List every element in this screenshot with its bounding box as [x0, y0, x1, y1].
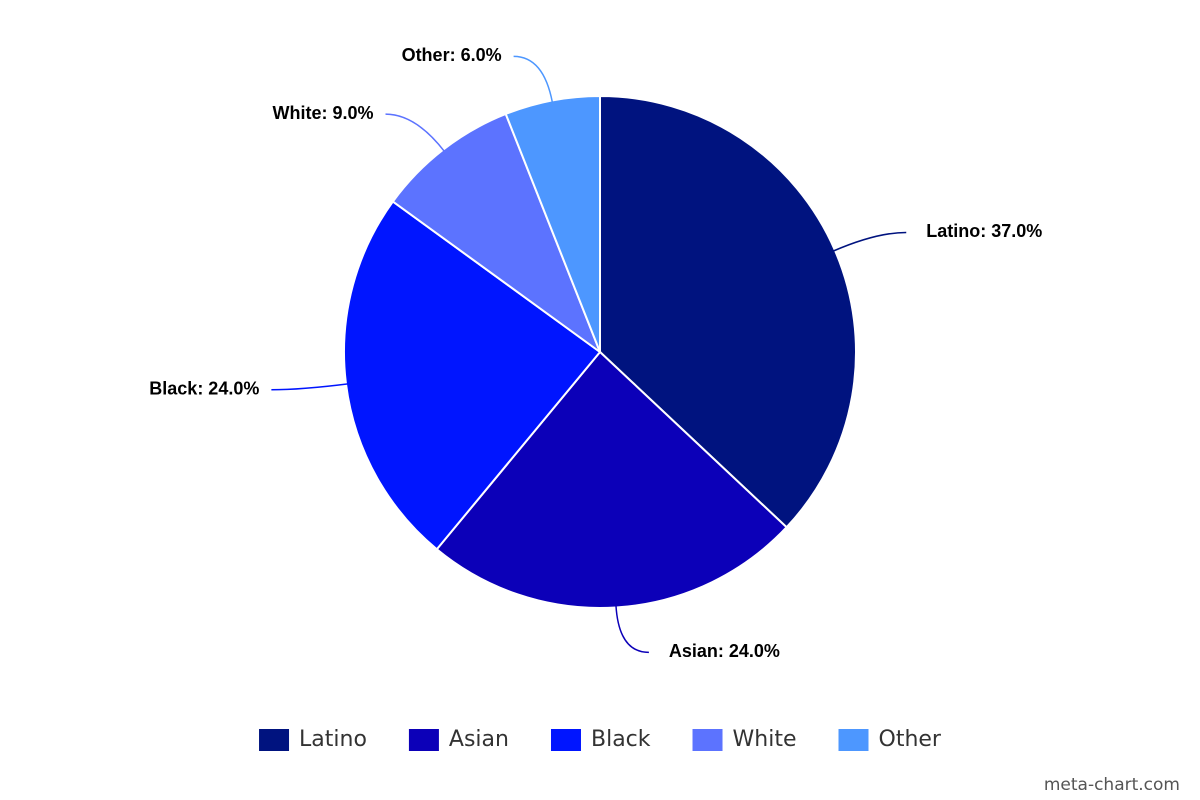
legend-label: White — [733, 727, 797, 752]
data-label: Asian: 24.0% — [669, 641, 780, 661]
legend-swatch — [408, 729, 439, 751]
legend-swatch — [259, 729, 290, 751]
credit: meta-chart.com — [1044, 775, 1180, 795]
leader-line — [615, 605, 649, 654]
leader-line — [513, 55, 554, 103]
leader-line — [385, 113, 445, 152]
legend-swatch — [838, 729, 869, 751]
leader-line — [832, 231, 907, 252]
leader-line — [271, 383, 349, 391]
data-label: White: 9.0% — [272, 103, 373, 123]
legend-label: Other — [879, 727, 942, 752]
legend-swatch — [550, 729, 581, 751]
data-label: Other: 6.0% — [402, 45, 502, 65]
legend-swatch — [692, 729, 723, 751]
data-label: Black: 24.0% — [149, 378, 259, 398]
legend-label: Latino — [299, 727, 367, 752]
legend-label: Asian — [449, 727, 509, 752]
legend-label: Black — [591, 727, 651, 752]
data-label: Latino: 37.0% — [926, 221, 1042, 241]
